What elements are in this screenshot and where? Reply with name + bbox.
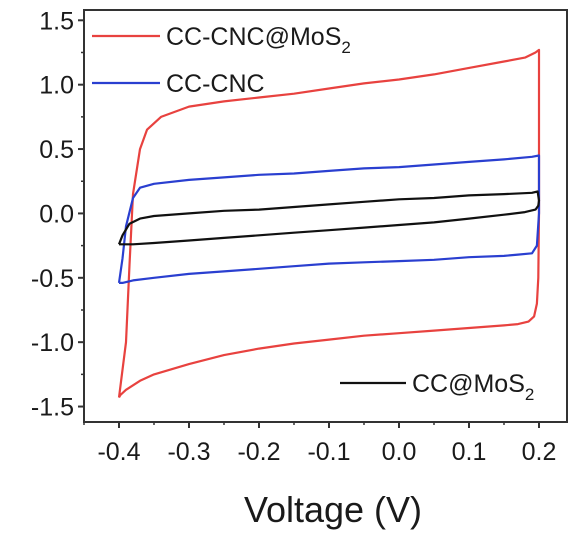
plot-frame bbox=[83, 9, 568, 423]
y-tick-label: -0.5 bbox=[31, 265, 74, 293]
y-tick-label: -1.5 bbox=[31, 394, 74, 422]
x-tick-label: 0.2 bbox=[522, 438, 557, 466]
y-tick-label: -1.0 bbox=[31, 329, 74, 357]
x-tick-label: 0.1 bbox=[452, 438, 487, 466]
x-tick-label: -0.1 bbox=[307, 438, 350, 466]
x-axis-title: Voltage (V) bbox=[244, 489, 422, 530]
series-line-1 bbox=[117, 48, 541, 399]
legend-label: CC-CNC@MoS2 bbox=[166, 23, 351, 57]
y-tick-label: 1.0 bbox=[39, 72, 74, 100]
y-axis-ticks: 1.5 1.0 0.5 0.0 -0.5 -1.0 -1.5 bbox=[31, 7, 84, 422]
x-axis-ticks: -0.4 -0.3 -0.2 -0.1 0.0 0.1 0.2 bbox=[83, 422, 557, 466]
legend-label: CC-CNC bbox=[166, 70, 265, 98]
x-tick-label: -0.3 bbox=[167, 438, 210, 466]
series-layer bbox=[117, 48, 541, 399]
legend: CC-CNC@MoS2 CC-CNC CC@MoS2 bbox=[92, 23, 534, 404]
series-line-3 bbox=[117, 190, 541, 246]
series-line-2 bbox=[117, 154, 541, 284]
x-tick-label: -0.2 bbox=[237, 438, 280, 466]
legend-label: CC@MoS2 bbox=[412, 370, 534, 404]
y-tick-label: 1.5 bbox=[39, 7, 74, 35]
y-tick-label: 0.5 bbox=[39, 136, 74, 164]
x-tick-label: 0.0 bbox=[382, 438, 417, 466]
x-tick-label: -0.4 bbox=[97, 438, 140, 466]
y-tick-label: 0.0 bbox=[39, 200, 74, 228]
